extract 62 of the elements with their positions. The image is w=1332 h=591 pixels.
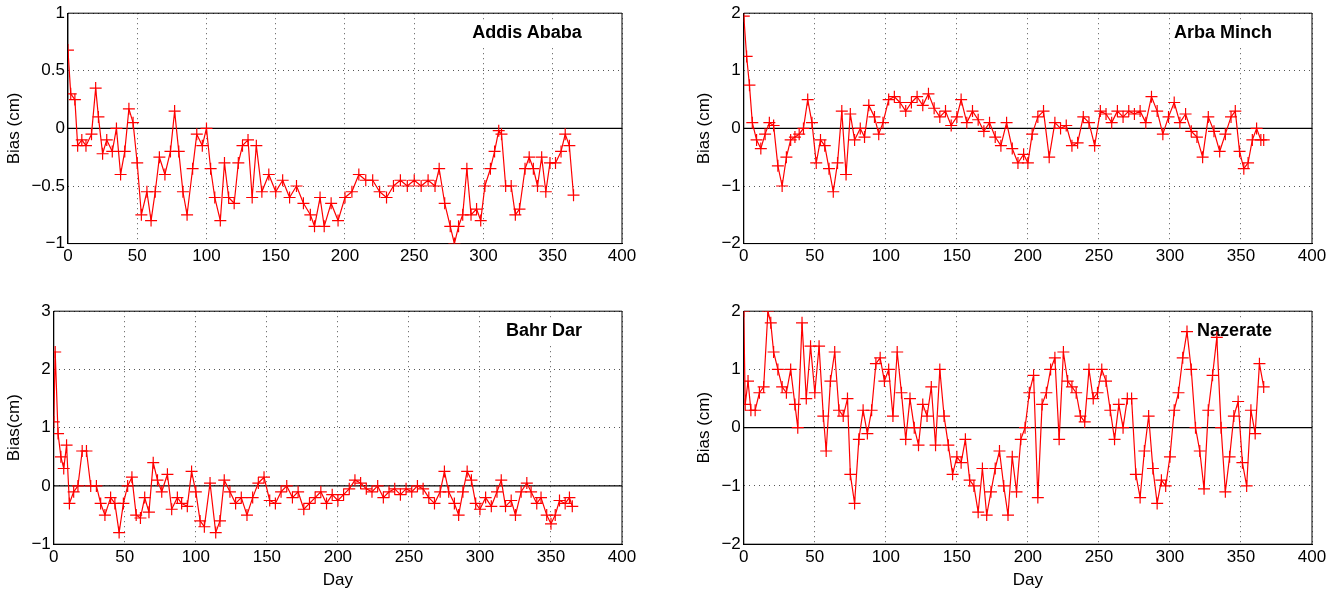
x-tick-label: 50 <box>805 547 825 567</box>
y-tick-label: −2 <box>721 233 741 253</box>
y-tick-label: 2 <box>731 2 741 22</box>
y-tick-label: 0.5 <box>41 60 65 80</box>
x-tick-label: 250 <box>1084 246 1114 266</box>
x-tick-label: 250 <box>1084 547 1114 567</box>
x-tick-label: 300 <box>1155 246 1185 266</box>
y-axis-title: Bias(cm) <box>3 394 23 462</box>
text: Addis Ababa <box>472 22 583 43</box>
y-tick-label: 0 <box>731 417 741 437</box>
x-tick-label: 300 <box>465 547 495 567</box>
y-tick-label: 1 <box>41 417 51 437</box>
y-tick-label: 2 <box>731 300 741 320</box>
y-tick-label: 0 <box>731 118 741 138</box>
x-tick-label: 300 <box>1155 547 1185 567</box>
x-tick-label: 350 <box>1226 547 1256 567</box>
text: Bahr Dar <box>505 320 582 341</box>
x-tick-label: 100 <box>871 246 901 266</box>
x-tick-label: 150 <box>261 246 290 266</box>
x-tick-label: 250 <box>400 246 429 266</box>
x-tick-label: 400 <box>1297 547 1327 567</box>
x-tick-label: 400 <box>607 246 637 266</box>
x-tick-label: 100 <box>192 246 221 266</box>
x-tick-label: 100 <box>871 547 901 567</box>
x-tick-label: 200 <box>323 547 353 567</box>
y-tick-label: 1 <box>731 359 741 379</box>
y-axis-title: Bias (cm) <box>693 92 713 165</box>
x-tick-label: 350 <box>538 246 567 266</box>
x-tick-label: 50 <box>115 547 135 567</box>
y-tick-label: −1 <box>721 175 741 195</box>
x-tick-label: 50 <box>805 246 825 266</box>
y-tick-label: −0.5 <box>31 175 65 195</box>
y-tick-label: 0 <box>41 475 51 495</box>
x-tick-label: 400 <box>607 547 637 567</box>
x-tick-label: 100 <box>181 547 211 567</box>
x-tick-label: 200 <box>1013 547 1043 567</box>
x-tick-label: 150 <box>942 547 972 567</box>
x-tick-label: 300 <box>469 246 498 266</box>
x-tick-label: 250 <box>394 547 424 567</box>
x-tick-label: 200 <box>330 246 360 266</box>
y-tick-label: −2 <box>721 533 741 553</box>
y-tick-label: 0 <box>55 118 65 138</box>
x-tick-label: 200 <box>1013 246 1043 266</box>
y-tick-label: 1 <box>55 2 65 22</box>
x-axis-title: Day <box>1012 570 1044 590</box>
y-tick-label: 1 <box>731 60 741 80</box>
y-axis-title: Bias (cm) <box>3 92 23 165</box>
x-tick-label: 50 <box>127 246 147 266</box>
y-tick-label: −1 <box>31 533 51 553</box>
x-tick-label: 350 <box>536 547 566 567</box>
y-tick-label: 2 <box>41 359 51 379</box>
y-tick-label: −1 <box>45 233 65 253</box>
y-axis-title: Bias (cm) <box>693 391 713 464</box>
x-tick-label: 150 <box>252 547 282 567</box>
text: Nazerate <box>1196 320 1272 341</box>
x-tick-label: 400 <box>1297 246 1327 266</box>
text: Arba Minch <box>1173 22 1272 43</box>
x-axis-title: Day <box>322 570 354 590</box>
x-tick-label: 350 <box>1226 246 1256 266</box>
y-tick-label: −1 <box>721 475 741 495</box>
y-tick-label: 3 <box>41 300 51 320</box>
x-tick-label: 150 <box>942 246 972 266</box>
